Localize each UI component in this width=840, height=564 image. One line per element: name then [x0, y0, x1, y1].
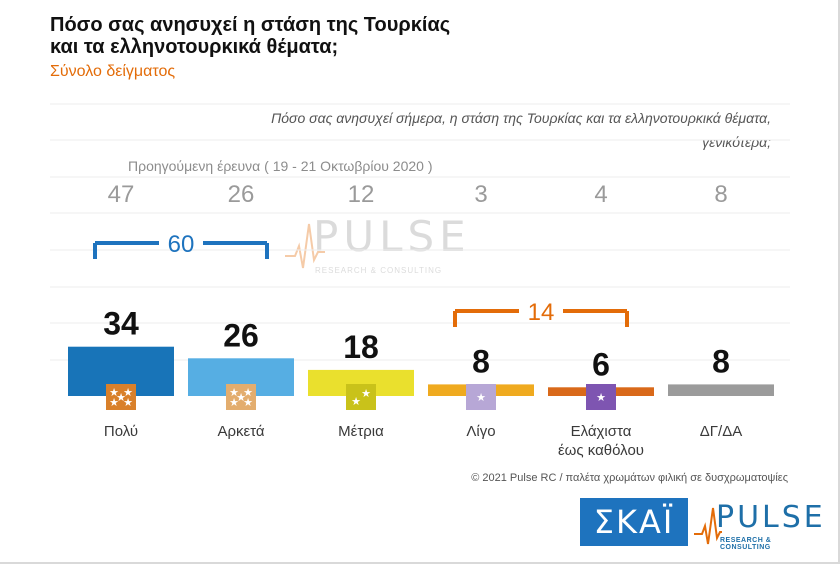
star-badge-icon [586, 384, 616, 410]
pulse-logo-tag: RESEARCH & CONSULTING [720, 537, 772, 551]
category-label: Μέτρια [338, 423, 384, 440]
pulse-logo-word: PULSE [716, 500, 826, 535]
category-label: Πολύ [104, 423, 138, 440]
pulse-watermark: PULSE RESEARCH & CONSULTING [285, 212, 475, 280]
star-icon: ★ [109, 396, 119, 409]
star-icon: ★ [476, 391, 486, 404]
star-icon: ★ [116, 391, 126, 404]
previous-value-label: 3 [474, 181, 487, 208]
star-icon: ★ [351, 395, 361, 408]
question-text: Πόσο σας ανησυχεί σήμερα, η στάση της Το… [271, 110, 771, 150]
copyright-footer: © 2021 Pulse RC / παλέτα χρωμάτων φιλική… [471, 472, 788, 484]
star-icon: ★ [243, 386, 253, 399]
star-icon: ★ [229, 396, 239, 409]
previous-survey-label: Προηγούμενη έρευνα ( 19 - 21 Οκτωβρίου 2… [128, 158, 433, 174]
heartbeat-icon [694, 507, 722, 545]
value-label: 34 [103, 306, 139, 342]
category-label: Ελάχιστα [571, 423, 632, 440]
category-label: Αρκετά [217, 423, 264, 440]
star-icon: ★ [361, 387, 371, 400]
star-icon: ★ [596, 391, 606, 404]
bar [668, 384, 774, 396]
star-badge-icon [226, 384, 256, 410]
pulse-logo: PULSE RESEARCH & CONSULTING [694, 500, 826, 551]
star-icon: ★ [243, 396, 253, 409]
group-total-label: 60 [168, 231, 195, 258]
star-badge-icon [106, 384, 136, 410]
category-label: ΔΓ/ΔΑ [700, 423, 742, 440]
star-badge-icon [466, 384, 496, 410]
category-label: έως καθόλου [558, 442, 644, 459]
star-badge-icon [346, 384, 376, 410]
chart-title: Πόσο σας ανησυχεί η στάση της Τουρκίας κ… [50, 14, 450, 58]
title-line-1: Πόσο σας ανησυχεί η στάση της Τουρκίας [50, 14, 451, 36]
previous-value-label: 4 [594, 181, 607, 208]
previous-value-label: 47 [108, 181, 135, 208]
value-label: 8 [712, 343, 730, 379]
watermark-word: PULSE [313, 212, 471, 261]
previous-value-label: 26 [228, 181, 255, 208]
skai-logo: ΣΚΑΪ [580, 498, 688, 546]
group-total-label: 14 [528, 299, 555, 326]
title-line-2: και τα ελληνοτουρκικά θέματα; [50, 36, 339, 58]
value-label: 6 [592, 346, 610, 382]
star-icon: ★ [109, 386, 119, 399]
chart-subtitle: Σύνολο δείγματος [50, 63, 176, 80]
value-label: 18 [343, 329, 379, 365]
star-icon: ★ [123, 396, 133, 409]
category-label: Λίγο [466, 423, 495, 440]
star-icon: ★ [123, 386, 133, 399]
heartbeat-icon [285, 223, 325, 269]
value-label: 8 [472, 343, 490, 379]
value-label: 26 [223, 317, 259, 353]
star-icon: ★ [229, 386, 239, 399]
previous-value-label: 8 [714, 181, 727, 208]
watermark-tag: RESEARCH & CONSULTING [315, 266, 443, 275]
star-icon: ★ [236, 391, 246, 404]
previous-value-label: 12 [348, 181, 375, 208]
